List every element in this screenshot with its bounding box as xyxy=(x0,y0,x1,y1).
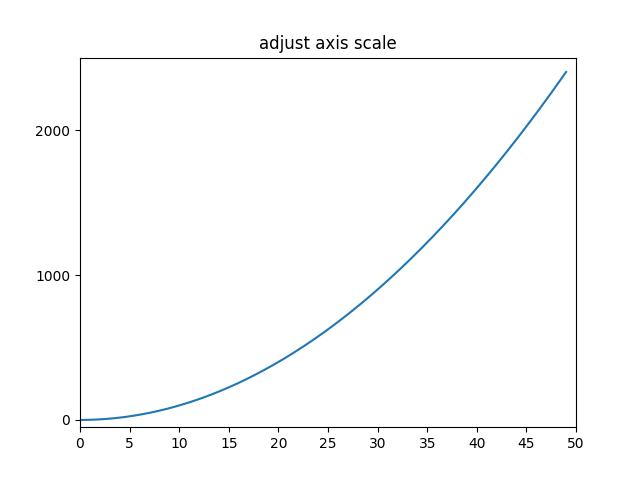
Title: adjust axis scale: adjust axis scale xyxy=(259,35,397,53)
